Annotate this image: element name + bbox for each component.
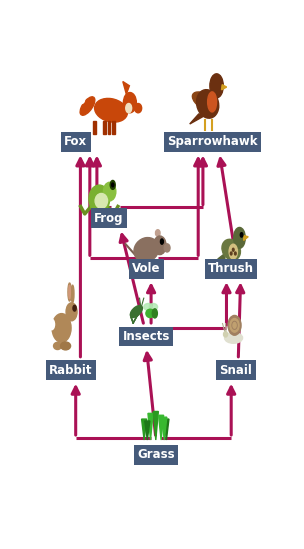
Circle shape [210, 74, 223, 98]
Ellipse shape [154, 236, 166, 255]
Ellipse shape [95, 193, 108, 208]
Text: Sparrowhawk: Sparrowhawk [167, 136, 257, 148]
Bar [93, 121, 96, 133]
Ellipse shape [228, 316, 241, 335]
Ellipse shape [80, 97, 95, 115]
Polygon shape [153, 411, 158, 440]
Ellipse shape [60, 342, 71, 350]
Ellipse shape [79, 96, 85, 104]
Circle shape [240, 233, 243, 237]
Circle shape [230, 252, 232, 255]
Ellipse shape [123, 93, 136, 113]
Bar [108, 121, 110, 133]
Polygon shape [145, 421, 150, 440]
Text: Rabbit: Rabbit [49, 364, 93, 377]
Circle shape [73, 305, 76, 311]
Circle shape [234, 252, 236, 255]
Circle shape [152, 309, 157, 318]
Ellipse shape [89, 185, 110, 213]
Text: Vole: Vole [132, 262, 161, 275]
Polygon shape [244, 236, 248, 240]
Ellipse shape [66, 303, 77, 321]
Bar [103, 121, 105, 133]
Text: Thrush: Thrush [208, 262, 254, 275]
Text: Insects: Insects [123, 330, 170, 343]
Polygon shape [222, 85, 227, 90]
Circle shape [49, 319, 54, 330]
Ellipse shape [208, 92, 216, 112]
Ellipse shape [54, 343, 61, 350]
Text: Snail: Snail [219, 364, 252, 377]
Ellipse shape [126, 104, 132, 113]
Ellipse shape [144, 304, 152, 310]
Ellipse shape [134, 238, 159, 262]
Ellipse shape [68, 283, 71, 301]
Ellipse shape [232, 321, 237, 329]
Polygon shape [218, 254, 225, 259]
Ellipse shape [95, 98, 127, 122]
Bar [112, 121, 115, 133]
Polygon shape [148, 413, 153, 440]
Ellipse shape [149, 304, 157, 310]
Text: Grass: Grass [137, 449, 174, 461]
Ellipse shape [192, 92, 218, 112]
Polygon shape [164, 419, 169, 440]
Ellipse shape [135, 104, 142, 113]
Ellipse shape [196, 89, 219, 118]
Polygon shape [190, 114, 208, 124]
Ellipse shape [146, 309, 154, 317]
Circle shape [112, 183, 114, 187]
Text: Fox: Fox [64, 136, 87, 148]
Ellipse shape [130, 306, 142, 317]
Ellipse shape [156, 229, 160, 237]
Circle shape [234, 227, 245, 248]
Circle shape [233, 322, 236, 328]
Ellipse shape [230, 318, 239, 332]
Circle shape [110, 181, 115, 189]
Ellipse shape [164, 244, 170, 252]
Circle shape [161, 239, 163, 244]
Ellipse shape [223, 332, 227, 337]
Circle shape [233, 248, 234, 251]
Text: Frog: Frog [94, 211, 123, 225]
Polygon shape [142, 419, 147, 440]
Ellipse shape [71, 285, 74, 302]
Ellipse shape [103, 182, 116, 201]
Ellipse shape [222, 239, 240, 260]
Ellipse shape [69, 285, 70, 299]
Ellipse shape [229, 244, 237, 259]
Ellipse shape [52, 313, 71, 343]
Polygon shape [159, 415, 164, 440]
Polygon shape [123, 81, 130, 94]
Polygon shape [162, 417, 167, 440]
Ellipse shape [225, 333, 243, 343]
